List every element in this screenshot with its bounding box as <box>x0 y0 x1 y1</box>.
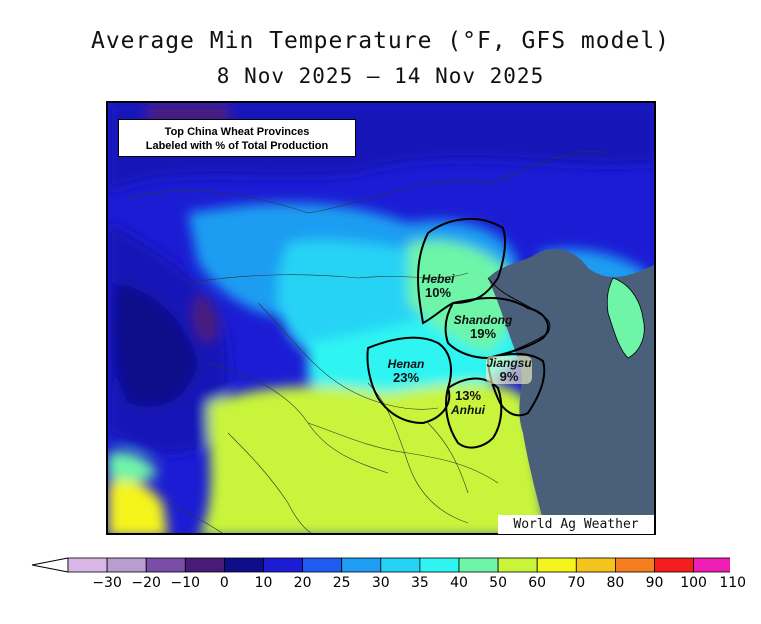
temperature-map <box>106 101 656 535</box>
legend-swatch <box>419 557 460 573</box>
legend-tick-label: 60 <box>528 575 547 591</box>
province-label-jiangsu: Jiangsu 9% <box>486 356 532 384</box>
korea-peninsula <box>606 277 645 359</box>
province-label-shandong: Shandong 19% <box>452 313 514 341</box>
legend-tick-label: 90 <box>645 575 664 591</box>
legend-tick-label: 70 <box>567 575 586 591</box>
legend-tick-label: −10 <box>170 575 201 591</box>
legend-swatch <box>458 557 499 573</box>
map-canvas <box>108 103 654 533</box>
province-label-henan: Henan 23% <box>384 357 428 385</box>
legend-swatch <box>497 557 538 573</box>
credit-label: World Ag Weather <box>498 515 654 534</box>
legend-tick-label: 0 <box>219 575 229 591</box>
admin-boundaries <box>127 150 609 533</box>
coastline <box>487 277 551 354</box>
legend-swatch <box>106 557 147 573</box>
legend-tick-label: 100 <box>680 575 707 591</box>
wheat-provinces <box>366 217 549 449</box>
province-name: Hebei <box>421 272 455 286</box>
province-name: Henan <box>387 357 425 371</box>
legend-tick-label: 25 <box>332 575 351 591</box>
color-legend <box>31 557 730 573</box>
legend-swatch <box>145 557 186 573</box>
legend-tick-label: 10 <box>254 575 273 591</box>
legend-swatch <box>693 557 730 573</box>
province-percent: 23% <box>392 370 420 385</box>
legend-swatch <box>380 557 421 573</box>
legend-tick-label: 20 <box>293 575 312 591</box>
legend-swatch <box>184 557 225 573</box>
legend-swatch <box>654 557 694 573</box>
info-box: Top China Wheat Provinces Labeled with %… <box>118 119 356 157</box>
info-box-line2: Labeled with % of Total Production <box>145 140 329 152</box>
legend-low-arrow <box>31 557 69 573</box>
legend-tick-label: 50 <box>489 575 508 591</box>
legend-tick-label: 110 <box>719 575 747 591</box>
info-box-line1: Top China Wheat Provinces <box>164 126 310 138</box>
legend-swatch <box>263 557 303 573</box>
legend-swatch <box>223 557 264 573</box>
legend-tick-label: 40 <box>450 575 468 591</box>
legend-tick-label: −30 <box>92 575 122 591</box>
legend-tick-label: 80 <box>606 575 625 591</box>
province-percent: 19% <box>469 326 497 341</box>
province-percent: 9% <box>499 369 519 384</box>
legend-tick-label: −20 <box>131 575 161 591</box>
province-name: Shandong <box>453 313 513 327</box>
legend-tick-label: 30 <box>371 575 390 591</box>
legend-swatch <box>536 557 577 573</box>
legend-swatch <box>575 557 616 573</box>
map-title: Average Min Temperature (°F, GFS model) <box>90 28 671 54</box>
province-label-anhui: 13% Anhui <box>448 388 488 418</box>
province-percent: 13% <box>454 388 482 403</box>
legend-swatch <box>341 557 382 573</box>
province-name: Jiangsu <box>486 356 532 370</box>
legend-swatch <box>615 557 655 573</box>
legend-tick-label: 35 <box>410 575 429 591</box>
province-label-hebei: Hebei 10% <box>418 272 458 300</box>
legend-swatch <box>67 557 108 573</box>
date-range: 8 Nov 2025 – 14 Nov 2025 <box>216 64 545 88</box>
province-name: Anhui <box>451 403 485 417</box>
province-percent: 10% <box>424 285 452 300</box>
legend-swatch <box>302 557 343 573</box>
